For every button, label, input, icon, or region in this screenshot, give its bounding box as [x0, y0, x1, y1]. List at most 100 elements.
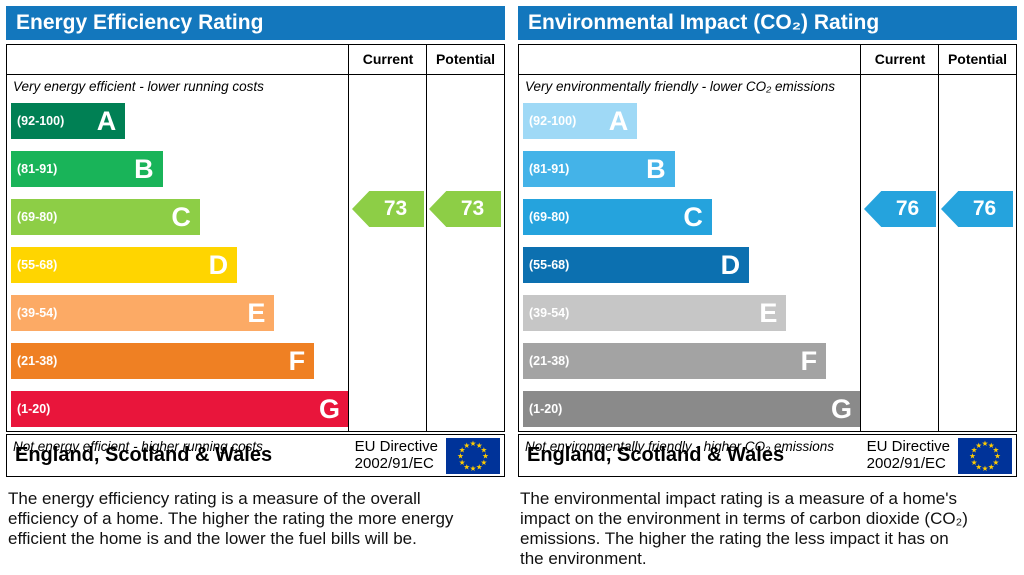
band-b-row: (81-91) B — [519, 151, 1016, 195]
energy-panel-title: Energy Efficiency Rating — [6, 6, 505, 40]
eu-flag-star: ★ — [982, 439, 989, 448]
potential-rating-arrow: 76 — [941, 191, 1013, 227]
current-column-divider — [348, 45, 349, 431]
band-f-row: (21-38) F — [519, 343, 1016, 387]
band-g-range: (1-20) — [17, 402, 51, 416]
energy-rating-chart: Current Potential Very energy efficient … — [6, 44, 505, 454]
energy-chart-header: Current Potential — [7, 45, 504, 75]
band-e-row: (39-54) E — [519, 295, 1016, 339]
eu-flag-star: ★ — [459, 445, 466, 454]
band-d-range: (55-68) — [17, 258, 58, 272]
eu-flag-field — [446, 437, 500, 474]
band-a-bar: (92-100) A — [523, 103, 638, 139]
eu-directive-line1: EU Directive — [866, 437, 950, 455]
eu-flag-star: ★ — [994, 451, 1001, 460]
band-a-row: (92-100) A — [7, 103, 504, 147]
energy-efficiency-panel: Energy Efficiency Rating Current Potenti… — [6, 6, 505, 569]
band-d-letter: D — [208, 250, 229, 280]
band-c-letter: C — [171, 202, 191, 232]
band-b-bar: (81-91) B — [11, 151, 163, 187]
current-rating-arrow: 73 — [352, 191, 424, 227]
band-f-bar: (21-38) F — [11, 343, 315, 379]
band-e-range: (39-54) — [529, 306, 570, 320]
band-b-range: (81-91) — [17, 162, 58, 176]
band-b-bar: (81-91) B — [523, 151, 675, 187]
band-g-row: (1-20) G — [7, 391, 504, 435]
band-d-bar: (55-68) D — [11, 247, 238, 283]
eu-flag-star: ★ — [975, 440, 982, 449]
bottom-caption: Not energy efficient - higher running co… — [13, 439, 263, 454]
band-b-row: (81-91) B — [7, 151, 504, 195]
eu-flag-star: ★ — [988, 462, 995, 471]
eu-flag-star: ★ — [992, 457, 999, 466]
band-d-bar: (55-68) D — [523, 247, 750, 283]
eu-flag-star: ★ — [971, 445, 978, 454]
rating-bands: (92-100) A (81-91) B (69-80) C — [519, 103, 1016, 435]
eu-flag-star: ★ — [470, 439, 477, 448]
eu-flag-field — [958, 437, 1012, 474]
band-c-row: (69-80) C — [7, 199, 504, 243]
band-b-range: (81-91) — [529, 162, 570, 176]
potential-column-header: Potential — [947, 51, 1008, 67]
band-e-bar: (39-54) E — [523, 295, 787, 331]
band-a-bar: (92-100) A — [11, 103, 126, 139]
band-g-letter: G — [830, 394, 852, 424]
band-e-row: (39-54) E — [7, 295, 504, 339]
header-spacer — [519, 45, 861, 74]
header-spacer — [7, 45, 349, 74]
potential-column-header: Potential — [435, 51, 496, 67]
band-e-range: (39-54) — [17, 306, 58, 320]
energy-panel-footer: England, Scotland & Wales EU Directive 2… — [6, 434, 505, 477]
band-f-bar: (21-38) F — [523, 343, 827, 379]
eu-flag-star: ★ — [482, 451, 489, 460]
environmental-rating-description: The environmental impact rating is a mea… — [520, 489, 968, 569]
eu-directive-line2: 2002/91/EC — [354, 454, 434, 472]
band-g-letter: G — [318, 394, 340, 424]
eu-flag-star: ★ — [992, 445, 999, 454]
band-d-row: (55-68) D — [7, 247, 504, 291]
band-g-range: (1-20) — [529, 402, 563, 416]
eu-flag-star: ★ — [971, 457, 978, 466]
band-c-bar: (69-80) C — [523, 199, 712, 235]
current-column-header: Current — [874, 51, 926, 67]
eu-directive-label: EU Directive 2002/91/EC — [866, 437, 950, 473]
eu-directive-line2: 2002/91/EC — [866, 454, 946, 472]
band-b-letter: B — [134, 154, 154, 184]
band-a-letter: A — [96, 106, 117, 136]
band-a-range: (92-100) — [17, 114, 65, 128]
environmental-panel-footer: England, Scotland & Wales EU Directive 2… — [518, 434, 1017, 477]
environmental-chart-header: Current Potential — [519, 45, 1016, 75]
eu-flag-star: ★ — [480, 457, 487, 466]
current-rating-arrow: 76 — [864, 191, 936, 227]
current-column-divider — [860, 45, 861, 431]
eu-flag-star: ★ — [470, 464, 477, 473]
band-d-letter: D — [720, 250, 741, 280]
eu-flag-star: ★ — [982, 464, 989, 473]
eu-flag-star: ★ — [975, 462, 982, 471]
eu-flag-icon: ★ ★★★★★★★★★★★ — [446, 437, 500, 474]
band-d-row: (55-68) D — [519, 247, 1016, 291]
band-a-letter: A — [608, 106, 629, 136]
current-column-header: Current — [362, 51, 414, 67]
potential-rating-arrow: 73 — [429, 191, 501, 227]
eu-flag-star: ★ — [463, 440, 470, 449]
top-caption: Very energy efficient - lower running co… — [13, 79, 264, 94]
band-f-range: (21-38) — [17, 354, 58, 368]
region-label: England, Scotland & Wales — [527, 444, 785, 466]
eu-flag-star: ★ — [463, 462, 470, 471]
band-e-bar: (39-54) E — [11, 295, 275, 331]
eu-flag-star: ★ — [476, 462, 483, 471]
band-f-letter: F — [800, 346, 818, 376]
bottom-caption: Not environmentally friendly - higher CO… — [525, 439, 835, 454]
band-g-bar: (1-20) G — [11, 391, 349, 427]
eu-flag-star: ★ — [476, 440, 483, 449]
potential-column-divider — [426, 45, 427, 431]
band-e-letter: E — [759, 298, 778, 328]
eu-directive-line1: EU Directive — [354, 437, 438, 455]
band-c-bar: (69-80) C — [11, 199, 200, 235]
band-b-letter: B — [646, 154, 666, 184]
band-g-row: (1-20) G — [519, 391, 1016, 435]
energy-rating-description: The energy efficiency rating is a measur… — [8, 489, 454, 549]
eu-flag-star: ★ — [480, 445, 487, 454]
band-e-letter: E — [247, 298, 266, 328]
